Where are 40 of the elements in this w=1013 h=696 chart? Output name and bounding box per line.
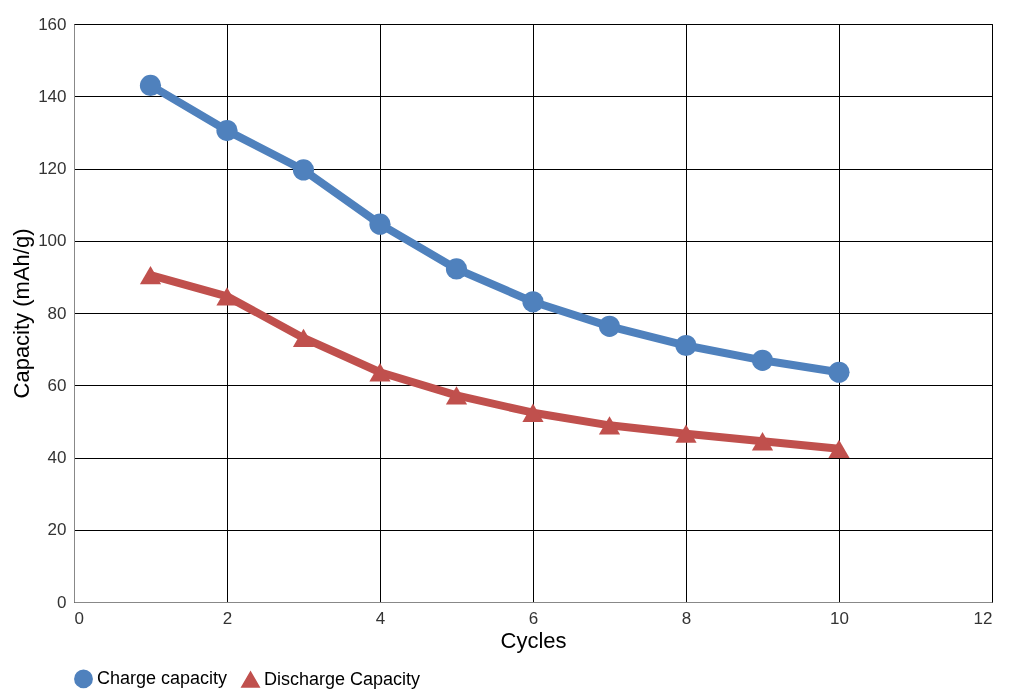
point (598, 416, 621, 435)
y-tick-label: 60 (47, 375, 67, 395)
point (216, 287, 238, 306)
y-axis-title: Capacity (mAh/g) (9, 228, 35, 399)
point (292, 159, 315, 181)
x-axis-title: Cycles (500, 627, 567, 653)
legend-label: Charge capacity (97, 667, 228, 688)
point (139, 74, 162, 96)
point (828, 439, 850, 459)
point (369, 213, 391, 235)
y-tick-label: 120 (38, 159, 67, 178)
y-tick-label: 100 (38, 231, 67, 251)
point (522, 403, 544, 422)
y-tick-label: 20 (47, 520, 67, 540)
point (828, 361, 850, 383)
x-tick-label: 0 (74, 608, 84, 628)
x-tick-label: 10 (830, 608, 849, 628)
point (675, 334, 697, 357)
x-tick-label: 6 (528, 608, 539, 628)
legend-label: Discharge Capacity (264, 668, 421, 689)
point (139, 265, 162, 285)
point (445, 258, 468, 280)
y-tick-label: 80 (47, 303, 67, 323)
x-tick-label: 8 (681, 608, 692, 628)
y-tick-label: 140 (38, 86, 67, 106)
y-tick-label: 40 (47, 448, 67, 467)
y-tick-label: 160 (38, 14, 67, 34)
point (598, 315, 621, 337)
x-tick-label: 4 (375, 608, 386, 628)
point (751, 432, 774, 451)
point (751, 349, 774, 371)
point (292, 328, 315, 348)
point (675, 424, 697, 443)
y-tick-label: 0 (57, 592, 67, 612)
x-tick-label: 12 (973, 608, 993, 628)
point (445, 386, 468, 405)
point (216, 119, 238, 142)
point (522, 291, 544, 313)
point (369, 363, 391, 382)
x-tick-label: 2 (222, 608, 233, 628)
